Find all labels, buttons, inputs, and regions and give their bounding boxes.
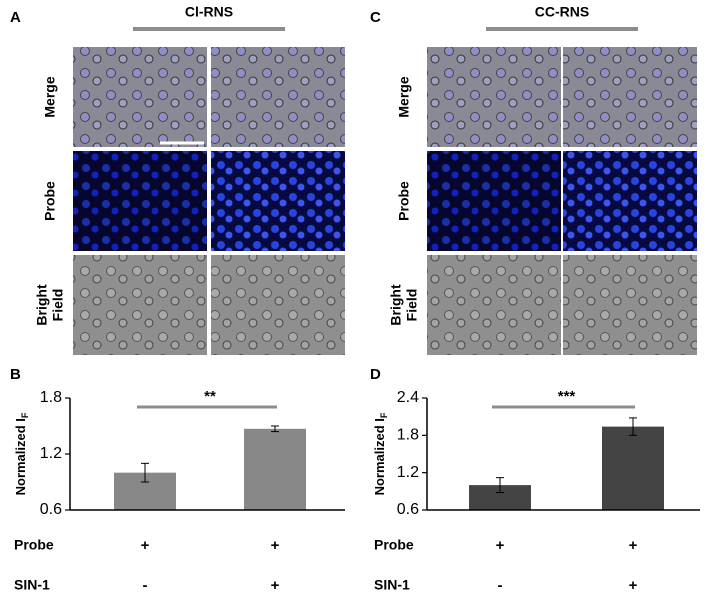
condition-mark: + <box>141 537 150 554</box>
row-label: Merge <box>42 76 58 117</box>
micrograph <box>427 151 561 251</box>
y-axis-label-main: Normalized I <box>372 418 387 495</box>
micrograph <box>211 47 345 147</box>
condition-name: SIN-1 <box>14 577 50 593</box>
panel-letter: A <box>10 9 21 26</box>
micrograph <box>73 255 207 355</box>
panel-letter: B <box>10 366 21 383</box>
y-axis-label: Normalized IF <box>13 412 30 495</box>
y-tick-label: 0.6 <box>40 501 62 518</box>
condition-mark: + <box>629 537 638 554</box>
condition-label: CC-RNS <box>535 4 589 20</box>
condition-mark: + <box>271 577 280 594</box>
micrograph <box>73 151 207 251</box>
condition-label: Cl-RNS <box>185 4 233 20</box>
micrograph <box>211 255 345 355</box>
panel-letter: D <box>370 366 381 383</box>
condition-mark: + <box>629 577 638 594</box>
y-tick-label: 1.2 <box>40 445 62 462</box>
micrograph <box>211 151 345 251</box>
row-label: Field <box>404 289 420 322</box>
y-axis-label-sub: F <box>379 412 389 418</box>
micrograph <box>427 255 561 355</box>
y-tick-label: 0.6 <box>397 501 419 518</box>
condition-name: SIN-1 <box>374 577 410 593</box>
row-label: Probe <box>42 181 58 221</box>
row-label: Bright <box>34 284 50 326</box>
y-axis-label-sub: F <box>20 412 30 418</box>
condition-mark: - <box>143 577 148 594</box>
y-axis-label: Normalized IF <box>372 412 389 495</box>
row-label: Probe <box>396 181 412 221</box>
y-tick-label: 1.8 <box>397 427 419 444</box>
bar <box>244 428 306 510</box>
y-tick-label: 1.8 <box>40 389 62 406</box>
bar <box>602 426 664 510</box>
row-label: Field <box>50 289 66 322</box>
micrograph <box>563 151 697 251</box>
condition-name: Probe <box>374 537 414 553</box>
panel-letter: C <box>370 9 381 26</box>
condition-mark: + <box>271 537 280 554</box>
y-tick-label: 2.4 <box>397 389 419 406</box>
row-label: Bright <box>388 284 404 326</box>
y-tick-label: 1.2 <box>397 464 419 481</box>
significance-label: ** <box>204 388 216 405</box>
micrograph <box>427 47 561 147</box>
row-label: Merge <box>396 76 412 117</box>
condition-name: Probe <box>14 537 54 553</box>
condition-mark: + <box>496 537 505 554</box>
micrograph <box>563 47 697 147</box>
y-axis-label-main: Normalized I <box>13 418 28 495</box>
condition-mark: - <box>498 577 503 594</box>
micrograph <box>563 255 697 355</box>
significance-label: *** <box>558 388 576 405</box>
micrograph <box>73 47 207 147</box>
